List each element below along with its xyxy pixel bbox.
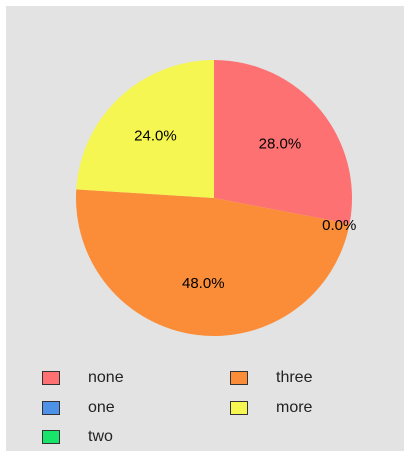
pie-slice-more [76, 60, 214, 198]
legend-item-more: more [230, 398, 312, 418]
legend-swatch-none [42, 371, 60, 385]
legend-label-one: one [88, 399, 115, 416]
legend-item-one: one [42, 398, 115, 418]
legend-swatch-one [42, 401, 60, 415]
pie-slice-labels: 28.0% 0.0% 48.0% 24.0% [134, 128, 356, 292]
legend-item-none: none [42, 368, 124, 388]
legend-swatch-more [230, 401, 248, 415]
pie-label-one: 0.0% [322, 217, 356, 234]
pie-slice-none [214, 60, 352, 224]
legend-item-three: three [230, 368, 312, 388]
legend-label-more: more [276, 399, 313, 416]
pie-label-more: 24.0% [134, 128, 177, 145]
legend-label-none: none [88, 369, 124, 386]
pie-label-three: 48.0% [182, 275, 225, 292]
pie-slices [75, 60, 352, 337]
pie-label-none: 28.0% [259, 135, 302, 152]
legend-item-two: two [42, 427, 113, 447]
legend-swatch-three [230, 371, 248, 385]
pie-slice-three [75, 189, 350, 337]
legend-label-two: two [88, 428, 113, 445]
legend-label-three: three [276, 369, 313, 386]
legend-swatch-two [42, 430, 60, 444]
